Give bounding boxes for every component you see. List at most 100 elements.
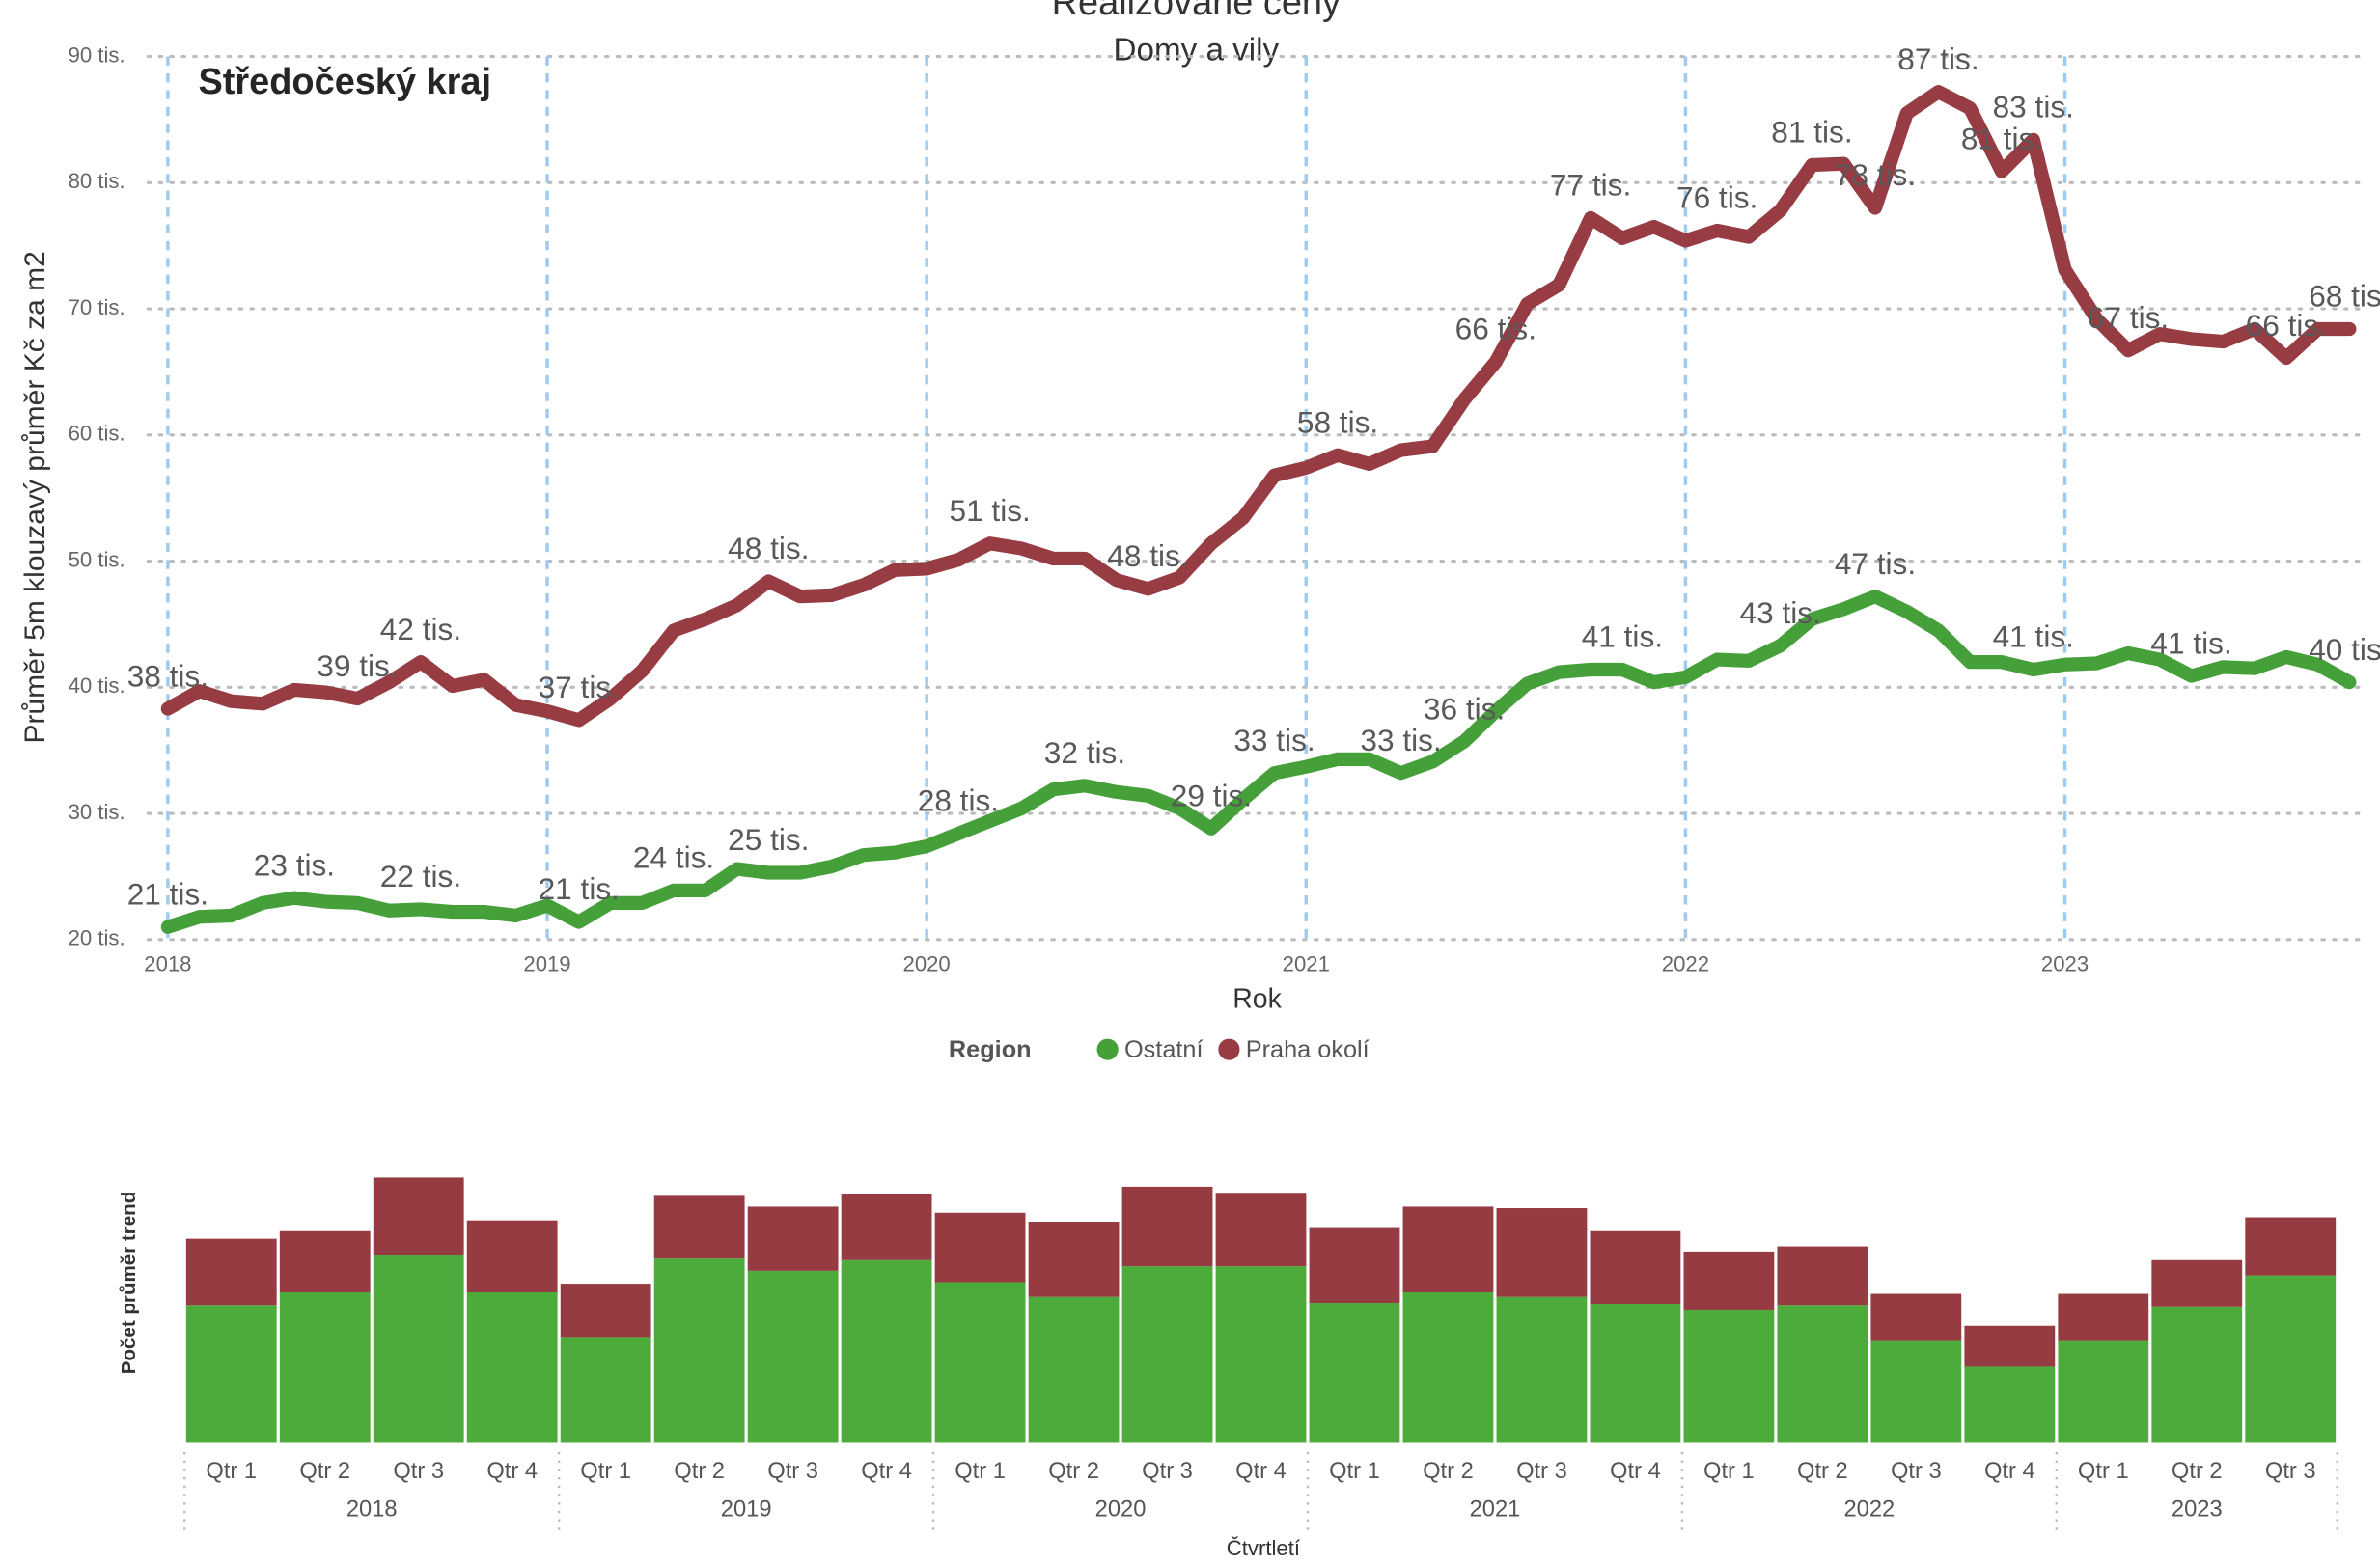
bar-segment [466,1291,558,1443]
x-tick-label: Qtr 2 [674,1459,725,1484]
x-tick-label: Qtr 3 [1891,1459,1942,1484]
series-line [160,85,2357,728]
bar-segment [1777,1305,1868,1443]
bar-segment [1870,1340,1962,1443]
bar-segment [653,1195,745,1259]
x-tick-label: 2020 [903,952,951,976]
data-label: 67 tis. [2088,300,2169,335]
data-label: 41 tis. [2150,625,2231,660]
bar-segment [1028,1296,1120,1443]
x-tick-label: Qtr 2 [1797,1459,1848,1484]
x-tick-label: Qtr 4 [1610,1459,1661,1484]
data-label: 51 tis. [949,493,1030,528]
bar-segment [1590,1304,1681,1443]
data-label: 81 tis. [1771,115,1852,150]
bar-segment [1215,1266,1307,1443]
bar-segment [1309,1303,1400,1443]
data-label: 68 tis. [2309,279,2380,314]
x-tick-label: Qtr 1 [955,1459,1006,1484]
bar-segment [2151,1306,2243,1443]
bar-segment [1121,1186,1213,1267]
data-label: 66 tis. [2246,308,2327,343]
y-tick-label: 30 tis. [69,800,125,824]
bar-segment [279,1230,371,1292]
legend-marker [1096,1038,1119,1060]
x-tick-label: 2021 [1283,952,1330,976]
bar-segment [2058,1340,2149,1443]
x-tick-label: Qtr 4 [1235,1459,1287,1484]
bar-segment [1121,1266,1213,1443]
data-label: 23 tis. [254,847,335,882]
x-tick-label: Qtr 4 [1984,1459,2035,1484]
bar-segment [560,1337,651,1443]
bar-segment [2058,1293,2149,1341]
bar-segment [841,1259,932,1443]
x-group-label: 2023 [2172,1496,2223,1522]
data-label: 32 tis. [1044,735,1125,770]
y-tick-label: 80 tis. [69,169,125,193]
bar-segment [373,1255,464,1443]
bar-segment [1964,1366,2056,1443]
x-axis-label: Rok [1232,984,1282,1015]
data-label: 39 tis. [317,648,398,683]
bar-segment [1777,1246,1868,1306]
data-label: 29 tis. [1171,778,1252,812]
x-group-label: 2019 [721,1496,772,1522]
legend-title: Region [949,1036,1032,1063]
x-tick-label: Qtr 3 [1516,1459,1567,1484]
y-tick-label: 50 tis. [69,547,125,571]
y-tick-label: 90 tis. [69,42,125,67]
data-label: 40 tis. [2309,632,2380,667]
x-group-label: 2022 [1843,1496,1895,1522]
data-label: 22 tis. [380,859,461,893]
bar-segment [1496,1208,1588,1297]
bar-segment [1964,1325,2056,1367]
chart-title: Realizované ceny [1052,0,1341,23]
data-label: 48 tis. [1107,538,1188,573]
x-tick-label: 2019 [523,952,570,976]
x-tick-label: Qtr 1 [1329,1459,1380,1484]
bar-segment [1402,1206,1494,1292]
y-tick-label: 70 tis. [69,295,125,319]
x-tick-label: Qtr 2 [1423,1459,1474,1484]
legend-label: Ostatní [1124,1036,1204,1063]
data-label: 76 tis. [1676,180,1757,215]
bar-segment [1870,1293,1962,1341]
data-label: 37 tis. [539,670,620,704]
data-label: 36 tis. [1424,691,1505,726]
data-label: 28 tis. [918,783,999,818]
data-label: 66 tis. [1455,312,1536,346]
y-tick-label: 20 tis. [69,926,125,950]
bar-segment [1402,1291,1494,1443]
bar-segment [560,1284,651,1338]
bar-segment [653,1258,745,1443]
x-tick-label: Qtr 2 [299,1459,350,1484]
x-tick-label: Qtr 1 [1703,1459,1755,1484]
bar-segment [2245,1217,2337,1276]
data-label: 25 tis. [728,822,809,857]
bar-segment [1309,1227,1400,1304]
series-line [160,590,2357,934]
x-tick-label: 2018 [144,952,191,976]
bar-segment [1590,1230,1681,1304]
bar-segment [841,1194,932,1260]
bar-segment [1496,1296,1588,1443]
x-group-label: 2020 [1095,1496,1147,1522]
data-label: 21 tis. [539,871,620,906]
x-tick-label: Qtr 4 [486,1459,538,1484]
bar-segment [185,1238,277,1306]
x-tick-label: 2022 [1662,952,1709,976]
y-axis-label: Průměr 5m klouzavý průměr Kč za m2 [19,251,51,743]
bar-segment [279,1291,371,1443]
legend-marker [1218,1038,1240,1060]
y-tick-label: 60 tis. [69,422,125,446]
data-label: 41 tis. [1993,619,2074,654]
bar-segment [1215,1193,1307,1267]
annotation: Středočeský kraj [199,62,492,102]
x-tick-label: Qtr 1 [2078,1459,2129,1484]
x-group-label: 2021 [1470,1496,1521,1522]
data-label: 24 tis. [633,840,714,875]
x-group-label: 2018 [346,1496,398,1522]
bar-segment [1683,1309,1775,1443]
